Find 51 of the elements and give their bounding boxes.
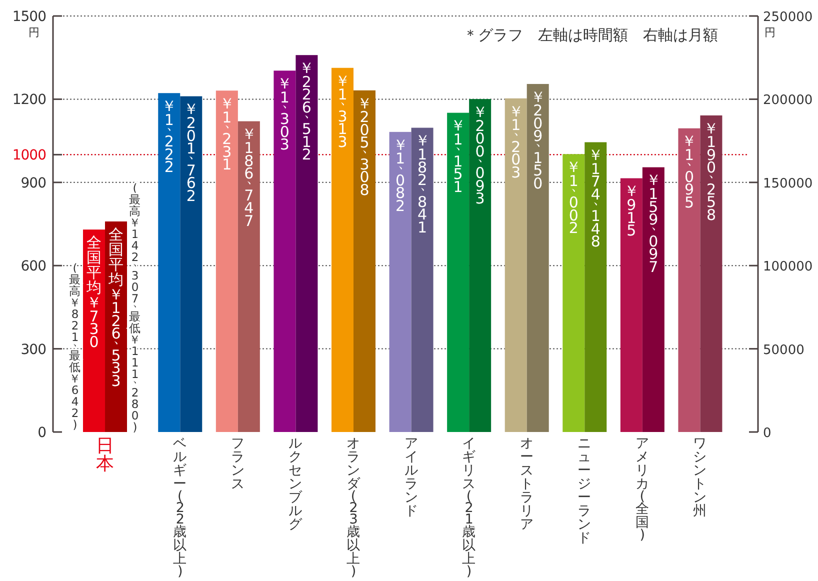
data-label: ￥1、002: [566, 158, 586, 238]
category-label: ベルギー(22歳以上): [173, 436, 188, 580]
y-axis-title: 円: [28, 26, 40, 39]
x-tick-label: ニュージーランド: [578, 436, 592, 546]
data-label: ￥209、150: [530, 88, 550, 192]
data-label: ￥205、308: [356, 94, 376, 199]
y2-tick-label: 0: [763, 426, 772, 441]
data-label: 全国平均￥730: [86, 233, 102, 351]
data-label: ￥200、093: [472, 102, 492, 208]
x-tick-label: ルクセンブルグ: [288, 436, 304, 533]
y2-tick-label: 200000: [763, 93, 813, 108]
x-tick-label: フランス: [230, 436, 245, 492]
y-tick-label: 1200: [12, 92, 46, 108]
data-label: ￥1、203: [508, 102, 528, 182]
y2-tick-label: 150000: [763, 176, 813, 192]
y-tick-label: 900: [20, 175, 46, 192]
y2-tick-label: 50000: [763, 342, 804, 358]
y-tick-label: 1500: [12, 9, 46, 25]
data-label: ￥1、303: [277, 74, 297, 154]
data-label: ￥226、512: [299, 58, 319, 164]
data-label: ￥915: [624, 182, 639, 240]
category-label: イギリス(21歳以上): [462, 436, 476, 580]
data-label: ￥174、148: [588, 146, 608, 251]
x-tick-label: ワシントン州: [693, 436, 708, 520]
data-label: ￥1、231: [219, 94, 239, 174]
text: 全国平均￥126、533: [108, 225, 128, 390]
y-tick-label: 0: [38, 425, 46, 441]
data-label: ￥201、762: [184, 100, 204, 205]
y2-tick-label: 100000: [763, 260, 813, 275]
y-tick-label: 600: [20, 258, 46, 275]
data-label: ￥1、082: [392, 136, 412, 215]
data-label: ￥1、095: [682, 132, 702, 212]
x-tick-label: 日本: [96, 435, 114, 474]
data-label: ￥186、747: [241, 125, 261, 230]
data-label: ￥1、151: [450, 116, 470, 196]
x-tick-label: アメリカ(全国): [635, 436, 650, 544]
data-label: ￥1、313: [334, 72, 354, 151]
annotation: ＊グラフ 左軸は時間額 右軸は月額: [463, 26, 718, 44]
y2-tick-label: 250000: [763, 10, 813, 25]
data-label: ￥182、841: [414, 132, 434, 236]
x-tick-label: アイルランド: [404, 436, 418, 520]
data-label: ￥190、258: [704, 119, 724, 224]
x-tick-label: オーストラリア: [520, 436, 534, 533]
data-label: ￥159、097: [646, 171, 666, 276]
text: (最高￥821、最低￥642): [69, 260, 84, 432]
y2-axis-title: 円: [764, 26, 776, 39]
category-label: オランダ(23歳以上): [346, 436, 360, 580]
data-label: ￥1、222: [162, 97, 182, 176]
text: (最高￥142、307、最低￥111、280): [129, 180, 144, 434]
y-tick-label: 300: [20, 342, 46, 358]
y-tick-label: 1000: [12, 148, 46, 164]
